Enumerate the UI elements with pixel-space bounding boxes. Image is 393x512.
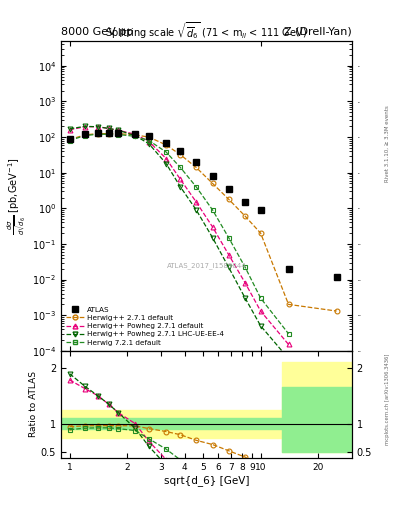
Y-axis label: Ratio to ATLAS: Ratio to ATLAS: [29, 372, 38, 437]
Text: ATLAS_2017_I1589844: ATLAS_2017_I1589844: [167, 262, 246, 269]
Legend: ATLAS, Herwig++ 2.7.1 default, Herwig++ Powheg 2.7.1 default, Herwig++ Powheg 2.: ATLAS, Herwig++ 2.7.1 default, Herwig++ …: [64, 305, 225, 347]
Title: Splitting scale $\sqrt{\overline{d}_6}$ (71 < m$_{ll}$ < 111 GeV): Splitting scale $\sqrt{\overline{d}_6}$ …: [105, 20, 307, 41]
Text: Rivet 3.1.10, ≥ 3.3M events: Rivet 3.1.10, ≥ 3.3M events: [385, 105, 389, 182]
X-axis label: sqrt{d_6} [GeV]: sqrt{d_6} [GeV]: [163, 475, 249, 486]
Text: Z (Drell-Yan): Z (Drell-Yan): [284, 27, 352, 37]
Y-axis label: $\frac{d\sigma}{d\sqrt{d_6}}$ [pb,GeV$^{-1}$]: $\frac{d\sigma}{d\sqrt{d_6}}$ [pb,GeV$^{…: [6, 157, 29, 234]
Text: 8000 GeV pp: 8000 GeV pp: [61, 27, 133, 37]
Text: mcplots.cern.ch [arXiv:1306.3436]: mcplots.cern.ch [arXiv:1306.3436]: [385, 354, 389, 445]
